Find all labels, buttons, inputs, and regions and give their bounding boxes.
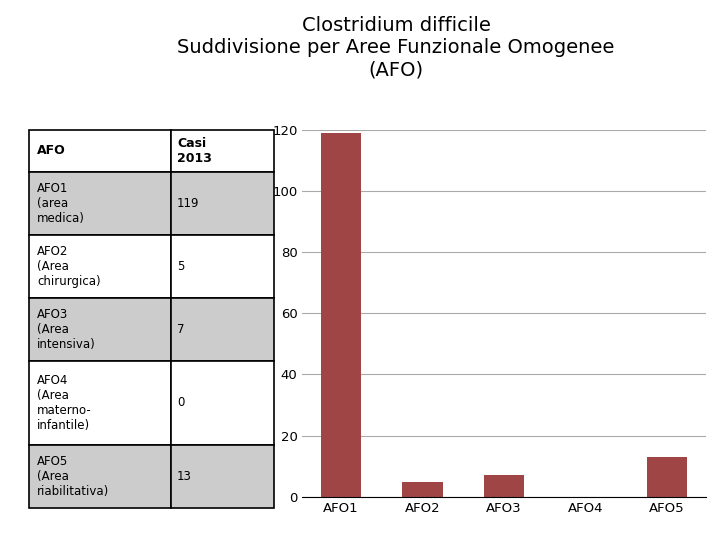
Bar <box>320 133 361 497</box>
Text: 0: 0 <box>177 396 184 409</box>
Text: AFO5
(Area
riabilitativa): AFO5 (Area riabilitativa) <box>37 455 109 497</box>
Text: 119: 119 <box>177 197 199 210</box>
Bar <box>484 475 524 497</box>
Text: AFO1
(area
medica): AFO1 (area medica) <box>37 181 85 225</box>
Text: AFO3
(Area
intensiva): AFO3 (Area intensiva) <box>37 308 96 350</box>
Bar <box>647 457 688 497</box>
Text: Casi
2013: Casi 2013 <box>177 137 212 165</box>
Text: AFO2
(Area
chirurgica): AFO2 (Area chirurgica) <box>37 245 101 288</box>
Text: Clostridium difficile
Suddivisione per Aree Funzionale Omogenee
(AFO): Clostridium difficile Suddivisione per A… <box>177 16 615 79</box>
Text: 7: 7 <box>177 322 184 335</box>
Text: AFO4
(Area
materno-
infantile): AFO4 (Area materno- infantile) <box>37 374 92 431</box>
Text: 5: 5 <box>177 260 184 273</box>
Bar <box>402 482 443 497</box>
Text: 13: 13 <box>177 470 192 483</box>
Text: AFO: AFO <box>37 144 66 157</box>
